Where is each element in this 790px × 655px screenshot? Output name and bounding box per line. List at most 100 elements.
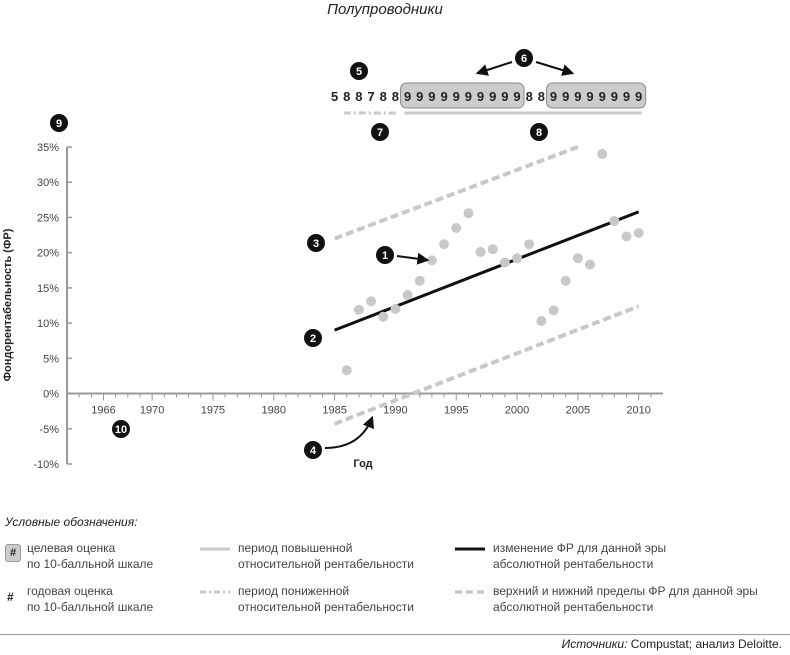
upper-bound-line (333, 145, 579, 241)
score-digit: 9 (404, 89, 411, 104)
score-digit: 7 (367, 89, 374, 104)
score-digit: 8 (380, 89, 387, 104)
legend-trend-line1: изменение ФР для данной эры (493, 541, 667, 555)
x-tick-label: 2005 (566, 405, 590, 417)
y-axis-label: Фондорентабельность (ФР) (2, 228, 14, 381)
data-point (439, 239, 450, 250)
data-point (414, 275, 425, 286)
target-score-box (400, 82, 525, 109)
trend-line (334, 210, 640, 332)
data-point (451, 223, 462, 234)
data-point (524, 239, 535, 250)
legend-target-score-line1: целевая оценка (27, 541, 116, 555)
score-digit: 8 (392, 89, 399, 104)
score-digit: 9 (501, 89, 508, 104)
data-point (512, 253, 523, 264)
x-tick-label: 2000 (505, 405, 529, 417)
callout-badge (304, 329, 322, 347)
data-point (499, 257, 510, 268)
low-period-swatch (200, 590, 230, 594)
legend-high-period-line1: период повышенной (238, 541, 353, 555)
data-point (426, 255, 437, 266)
score-digit: 8 (538, 89, 545, 104)
chart-marks (333, 145, 644, 426)
legend-low-period-line2: относительной рентабельности (238, 600, 414, 614)
score-digit: 9 (562, 89, 569, 104)
score-digit: 9 (489, 89, 496, 104)
callout-label: 1 (382, 250, 388, 262)
score-digit: 9 (586, 89, 593, 104)
trend-swatch (455, 547, 485, 551)
callout-arrow (535, 61, 575, 76)
callout-label: 3 (313, 238, 319, 250)
legend-bounds-line1: верхний и нижний пределы ФР для данной э… (493, 584, 758, 598)
x-tick-label: 1995 (444, 405, 468, 417)
x-tick-label: 1985 (322, 405, 346, 417)
x-tick-label: 1980 (262, 405, 286, 417)
data-point (548, 305, 559, 316)
score-digit: 9 (574, 89, 581, 104)
target-score-symbol: # (5, 544, 21, 562)
x-tick-label: 1966 (91, 405, 115, 417)
callout-arrow (324, 415, 374, 449)
callout-label: 5 (356, 66, 362, 78)
legend-title: Условные обозначения: (5, 515, 138, 529)
data-point (378, 311, 389, 322)
legend-high-period-line2: относительной рентабельности (238, 557, 414, 571)
legend-trend-line2: абсолютной рентабельности (493, 557, 654, 571)
data-point (572, 253, 583, 264)
score-digit: 9 (623, 89, 630, 104)
legend-bounds-line2: абсолютной рентабельности (493, 600, 654, 614)
callout-badge (307, 234, 325, 252)
data-point (366, 296, 377, 307)
chart: Полупроводники 35% 30% 25% 20% 15% 10% 5% 0% -5%… (2, 1, 663, 471)
callout-label: 4 (310, 445, 317, 457)
high-period-swatch (200, 547, 230, 551)
target-score-box (546, 82, 647, 109)
data-point (341, 365, 352, 376)
data-point (597, 149, 608, 160)
x-tick-label: 1975 (201, 405, 225, 417)
callout-badge (530, 123, 548, 141)
callout-label: 10 (115, 424, 127, 436)
data-point (390, 304, 401, 315)
y-tick-label: 30% (37, 177, 59, 189)
score-digit: 9 (428, 89, 435, 104)
callout-badge (515, 49, 533, 67)
annual-score-symbol: # (7, 590, 14, 604)
data-point (609, 215, 620, 226)
legend-low-period-line1: период пониженной (238, 584, 350, 598)
data-point (633, 227, 644, 238)
y-tick-label: 35% (37, 142, 59, 154)
y-tick-label: 5% (43, 353, 59, 365)
data-point (585, 259, 596, 270)
callout-badge (50, 114, 68, 132)
x-tick-label: 1970 (140, 405, 164, 417)
legend-annual-score-line1: годовая оценка (27, 584, 113, 598)
source-note: Источники: Compustat; анализ Deloitte. (562, 637, 782, 651)
score-digit: 8 (343, 89, 350, 104)
score-digit: 9 (453, 89, 460, 104)
callout-badge (376, 246, 394, 264)
data-point (353, 304, 364, 315)
data-point (536, 315, 547, 326)
callout-arrow (475, 61, 513, 76)
legend-annual-score-line2: по 10-балльной шкале (27, 600, 154, 614)
footer-rule (0, 634, 790, 635)
score-digit: 5 (331, 89, 338, 104)
data-point (560, 275, 571, 286)
bounds-swatch (455, 590, 485, 594)
callout-label: 9 (56, 118, 62, 130)
y-tick-label: -5% (39, 424, 59, 436)
score-digit: 9 (513, 89, 520, 104)
callout-label: 7 (377, 127, 383, 139)
callout-label: 6 (521, 53, 527, 65)
x-tick-label: 2010 (626, 405, 650, 417)
score-digit: 9 (416, 89, 423, 104)
callout-label: 2 (310, 333, 316, 345)
score-digit: 9 (635, 89, 642, 104)
callout-badge (371, 123, 389, 141)
y-tick-label: 15% (37, 283, 59, 295)
